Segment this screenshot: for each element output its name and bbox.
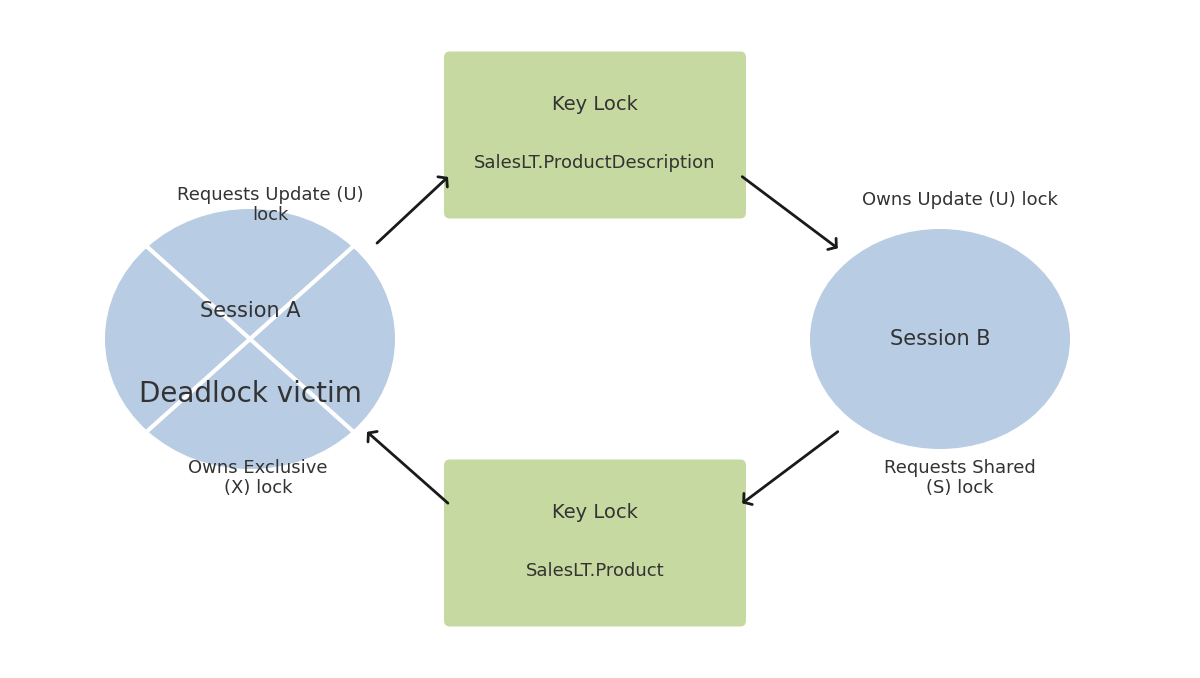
- Text: Session A: Session A: [199, 301, 300, 321]
- Ellipse shape: [810, 229, 1070, 449]
- Text: Session B: Session B: [889, 329, 990, 349]
- Text: SalesLT.ProductDescription: SalesLT.ProductDescription: [474, 154, 715, 172]
- Text: Owns Exclusive
(X) lock: Owns Exclusive (X) lock: [188, 458, 328, 498]
- FancyBboxPatch shape: [444, 52, 746, 218]
- FancyBboxPatch shape: [444, 460, 746, 626]
- Text: SalesLT.Product: SalesLT.Product: [526, 562, 665, 580]
- Text: Deadlock victim: Deadlock victim: [138, 380, 361, 408]
- Ellipse shape: [106, 209, 395, 469]
- Text: Requests Shared
(S) lock: Requests Shared (S) lock: [884, 458, 1036, 498]
- Text: Key Lock: Key Lock: [552, 504, 638, 523]
- Text: Key Lock: Key Lock: [552, 96, 638, 115]
- Text: Requests Update (U)
lock: Requests Update (U) lock: [176, 186, 364, 224]
- Text: Owns Update (U) lock: Owns Update (U) lock: [862, 191, 1058, 209]
